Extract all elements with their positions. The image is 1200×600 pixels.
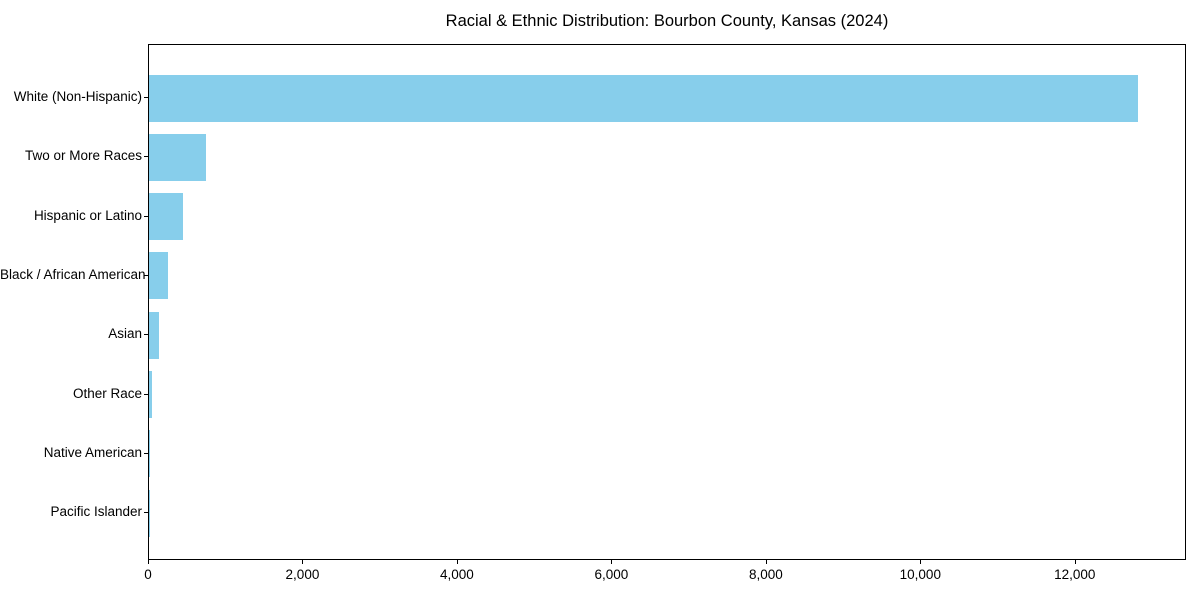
chart-title: Racial & Ethnic Distribution: Bourbon Co… [445,12,889,30]
y-axis-label: Other Race [72,385,142,401]
y-axis-label: White (Non-Hispanic) [13,89,142,104]
y-axis-label: Black / African American [0,266,146,282]
y-axis-label: Pacific Islander [50,504,142,520]
x-axis-tick-label: 8,000 [748,567,783,582]
x-axis-tick-label: 2,000 [285,567,320,582]
x-axis-tick-label: 12,000 [1054,567,1096,582]
x-axis-tick [456,560,458,564]
x-axis-tick-label: 0 [144,567,152,582]
y-axis-tick [144,97,148,98]
plot-area [148,44,1186,560]
bar [149,252,168,300]
y-axis-label: Hispanic or Latino [33,207,142,223]
y-axis-tick [144,215,148,217]
y-axis-tick [144,334,148,336]
bar [149,193,184,241]
y-axis-tick [144,512,148,514]
y-axis-tick [144,452,148,454]
y-axis-tick [144,156,148,158]
x-axis-tick-label: 4,000 [440,567,474,582]
y-axis-tick [144,274,148,276]
x-axis-tick [302,560,304,564]
x-axis-tick [1074,560,1076,564]
bar [149,430,151,478]
x-axis-tick-label: 10,000 [899,567,941,582]
x-axis-tick [611,560,613,564]
x-axis-tick-label: 6,000 [594,567,629,582]
x-axis-tick [920,560,922,564]
bar [149,371,153,418]
x-axis-tick [765,560,767,564]
bar [149,311,159,359]
y-axis-label: Two or More Races [24,148,142,164]
bar [149,133,207,181]
y-axis-label: Native American [43,444,142,460]
bar [149,74,1138,122]
x-axis-tick [148,560,149,564]
y-axis-tick [144,393,148,395]
y-axis-label: Asian [108,326,142,342]
